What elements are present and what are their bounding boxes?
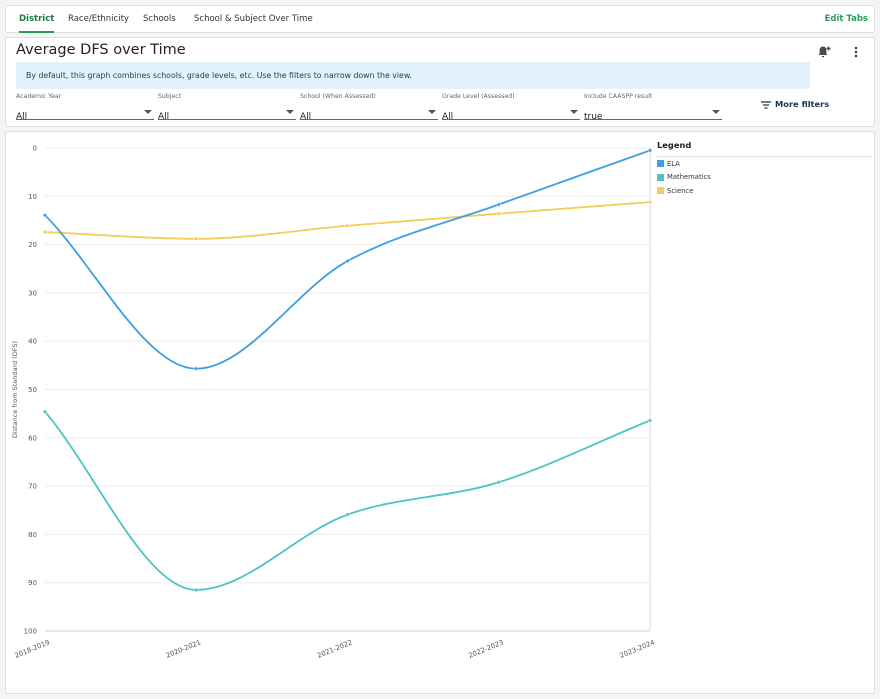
legend-swatch — [657, 173, 664, 181]
series-line-mathematics — [44, 411, 651, 591]
data-point-science — [496, 211, 501, 216]
edit-tabs-button[interactable]: Edit Tabs — [824, 14, 868, 24]
filter-label: Academic Year — [16, 93, 62, 100]
filter-card: Average DFS over Time By default, this g… — [5, 37, 875, 127]
filter-lines-icon — [761, 100, 771, 109]
data-point-ela — [496, 202, 501, 207]
data-point-science — [43, 230, 48, 235]
filter-label: Grade Level (Assessed) — [442, 93, 515, 100]
data-point-ela — [648, 148, 653, 153]
x-tick-label: 2022-2023 — [467, 638, 504, 659]
legend: Legend ELA Mathematics Science — [657, 140, 871, 198]
grade-level-select[interactable]: All — [442, 104, 580, 122]
y-tick-label: 10 — [28, 193, 37, 201]
line-chart: 0 10 20 30 40 50 60 70 80 90 100 2018-2019 2020-2021… — [11, 145, 656, 660]
y-tick-label: 90 — [28, 579, 37, 587]
tab-school-subject-over-time[interactable]: School & Subject Over Time — [194, 14, 313, 24]
legend-title: Legend — [657, 140, 871, 157]
school-select[interactable]: All — [300, 104, 438, 122]
y-tick-label: 50 — [28, 386, 37, 394]
filter-value: All — [300, 112, 312, 122]
subject-select[interactable]: All — [158, 104, 296, 122]
legend-label: ELA — [667, 159, 680, 168]
y-axis-label: Distance from Standard (DFS) — [11, 341, 19, 438]
y-tick-label: 40 — [28, 338, 37, 346]
legend-item-science[interactable]: Science — [657, 184, 871, 198]
y-tick-label: 0 — [33, 145, 37, 153]
x-tick-label: 2021-2022 — [316, 638, 353, 659]
filter-label: School (When Assessed) — [300, 93, 376, 100]
series-line-ela — [44, 149, 651, 370]
caret-down-icon — [286, 110, 294, 114]
academic-year-select[interactable]: All — [16, 104, 154, 122]
kebab-menu-icon[interactable] — [851, 44, 861, 58]
data-point-mathematics — [345, 512, 350, 517]
tab-bar: District Race/Ethnicity Schools School &… — [5, 5, 875, 33]
data-point-science — [648, 200, 653, 205]
more-filters-label: More filters — [775, 99, 830, 109]
tab-schools[interactable]: Schools — [143, 14, 176, 24]
filter-value: true — [584, 112, 603, 122]
include-caaspp-select[interactable]: true — [584, 104, 722, 122]
legend-label: Mathematics — [667, 173, 711, 182]
bell-plus-icon[interactable] — [817, 44, 831, 58]
more-filters-button[interactable]: More filters — [761, 99, 829, 109]
filter-value: All — [158, 112, 170, 122]
filter-include-caaspp: Include CAASPP result true — [584, 93, 722, 122]
data-point-mathematics — [496, 480, 501, 485]
series-line-science — [44, 201, 651, 240]
y-tick-label: 20 — [28, 241, 37, 249]
y-tick-label: 100 — [24, 628, 37, 636]
info-banner: By default, this graph combines schools,… — [16, 62, 810, 89]
filter-school: School (When Assessed) All — [300, 93, 438, 122]
y-tick-label: 30 — [28, 289, 37, 297]
caret-down-icon — [428, 110, 436, 114]
data-point-ela — [194, 366, 199, 371]
filter-academic-year: Academic Year All — [16, 93, 154, 122]
tab-race-ethnicity[interactable]: Race/Ethnicity — [68, 14, 129, 24]
y-tick-label: 80 — [28, 531, 37, 539]
caret-down-icon — [712, 110, 720, 114]
data-point-mathematics — [194, 587, 199, 592]
data-point-mathematics — [648, 418, 653, 423]
x-tick-label: 2020-2021 — [165, 638, 202, 659]
filter-value: All — [442, 112, 454, 122]
x-tick-label: 2023-2024 — [619, 638, 656, 659]
data-point-mathematics — [43, 409, 48, 414]
chart-card: 0 10 20 30 40 50 60 70 80 90 100 2018-2019 2020-2021… — [5, 131, 875, 694]
data-point-ela — [43, 213, 48, 218]
filter-value: All — [16, 112, 28, 122]
filter-grade-level: Grade Level (Assessed) All — [442, 93, 580, 122]
data-point-science — [345, 223, 350, 228]
filter-label: Include CAASPP result — [584, 93, 653, 100]
page-title: Average DFS over Time — [16, 42, 186, 58]
legend-swatch — [657, 160, 664, 168]
y-tick-label: 70 — [28, 483, 37, 491]
caret-down-icon — [570, 110, 578, 114]
legend-item-ela[interactable]: ELA — [657, 157, 871, 171]
y-tick-label: 60 — [28, 434, 37, 442]
legend-swatch — [657, 187, 664, 195]
legend-label: Science — [667, 186, 694, 195]
data-point-science — [194, 236, 199, 241]
filter-label: Subject — [158, 93, 182, 100]
x-tick-label: 2018-2019 — [14, 638, 51, 659]
caret-down-icon — [144, 110, 152, 114]
data-point-ela — [345, 259, 350, 264]
legend-item-mathematics[interactable]: Mathematics — [657, 171, 871, 185]
filter-subject: Subject All — [158, 93, 296, 122]
tab-district[interactable]: District — [19, 6, 55, 33]
